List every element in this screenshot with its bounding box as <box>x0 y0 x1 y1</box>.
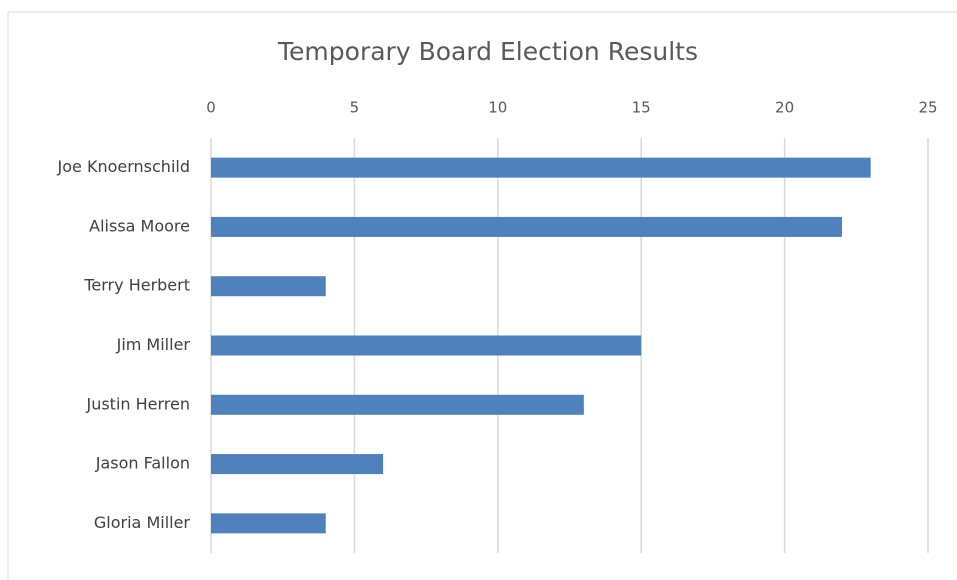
y-tick-label: Justin Herren <box>85 394 190 413</box>
chart-title: Temporary Board Election Results <box>277 37 698 66</box>
y-tick-label: Alissa Moore <box>89 216 190 235</box>
y-tick-label: Jason Fallon <box>95 454 190 473</box>
bar <box>211 513 326 534</box>
bar <box>211 394 584 415</box>
bar <box>211 335 642 356</box>
bar <box>211 276 326 297</box>
y-tick-label: Gloria Miller <box>94 513 191 532</box>
x-tick-label: 15 <box>632 99 651 117</box>
y-tick-label: Terry Herbert <box>83 276 190 295</box>
x-tick-label: 0 <box>206 99 216 117</box>
bar <box>211 454 384 475</box>
bar <box>211 216 842 237</box>
x-tick-label: 10 <box>488 99 507 117</box>
y-tick-label: Jim Miller <box>116 335 191 354</box>
x-tick-label: 20 <box>775 99 794 117</box>
y-tick-label: Joe Knoernschild <box>57 157 190 176</box>
chart-border <box>7 11 957 580</box>
x-tick-label: 25 <box>918 99 937 117</box>
x-tick-label: 5 <box>350 99 360 117</box>
bar <box>211 157 871 178</box>
